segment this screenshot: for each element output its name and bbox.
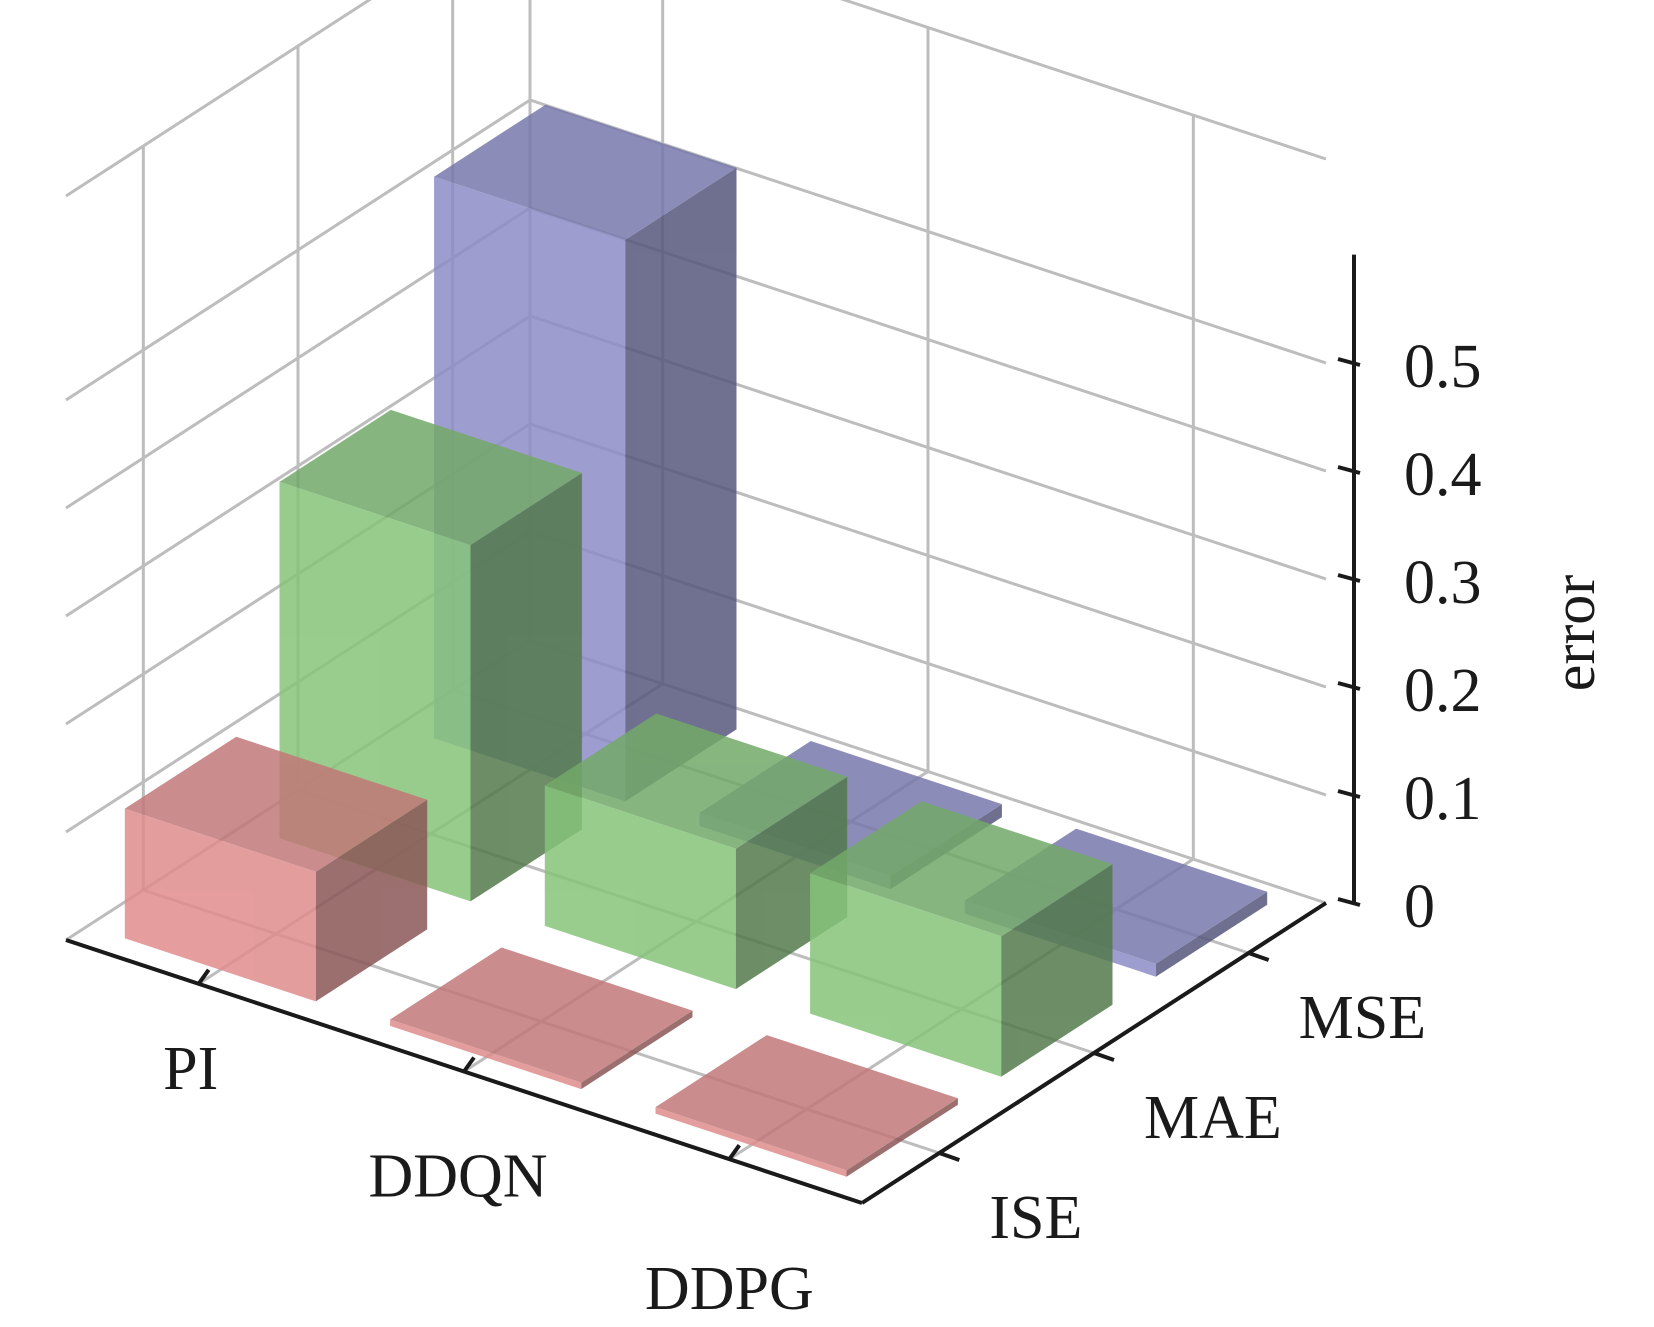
bar-top-face <box>279 409 582 545</box>
y-tick-1 <box>1093 1051 1115 1062</box>
bar-ise-ddpg <box>655 1035 958 1177</box>
x-tick-0 <box>197 968 211 985</box>
bar-side-face <box>1001 864 1113 1077</box>
bar-top-face <box>434 104 737 240</box>
z-tick-label-4: 0.4 <box>1404 441 1482 509</box>
z-tick-label-1: 0.1 <box>1404 765 1482 833</box>
axis-layer <box>65 254 1361 1205</box>
bar-mae-ddqn <box>544 713 848 990</box>
bar-side-face <box>581 1010 693 1090</box>
x-tick-label-pi: PI <box>163 1035 218 1103</box>
bar-side-face <box>1155 891 1268 977</box>
bar-ise-pi <box>124 736 428 1002</box>
bar-side-face <box>315 799 428 1002</box>
z-tick-3 <box>1337 573 1361 583</box>
bar-front-face <box>390 1019 582 1090</box>
z-tick-label-5: 0.5 <box>1404 333 1482 401</box>
bar-mae-ddpg <box>810 801 1113 1077</box>
z-tick-label-2: 0.2 <box>1404 657 1482 725</box>
bar-side-face <box>625 167 737 802</box>
z-tick-0 <box>1337 897 1361 907</box>
x-tick-label-ddpg: DDPG <box>645 1255 814 1323</box>
z-axis-title: error <box>1541 575 1607 692</box>
bar-front-face <box>124 808 316 1002</box>
z-tick-4 <box>1337 465 1361 475</box>
y-tick-label-mae: MAE <box>1144 1084 1282 1152</box>
y-tick-label-ise: ISE <box>989 1184 1082 1252</box>
x-tick-2 <box>727 1144 741 1161</box>
bar-top-face <box>390 947 693 1083</box>
bar-top-face <box>655 1035 958 1171</box>
z-tick-label-3: 0.3 <box>1404 549 1482 617</box>
bar-top-face <box>124 736 428 872</box>
bar-top-face <box>810 801 1113 937</box>
bar-front-face <box>544 785 736 990</box>
bar-side-face <box>846 1098 958 1177</box>
bar-front-face <box>810 873 1002 1077</box>
bar-front-face <box>655 1107 847 1177</box>
y-tick-label-mse: MSE <box>1299 984 1426 1052</box>
gridline-top <box>65 0 1327 198</box>
z-tick-2 <box>1337 681 1361 691</box>
bar-side-face <box>735 776 848 990</box>
x-tick-1 <box>462 1056 476 1073</box>
z-tick-label-0: 0 <box>1404 873 1435 941</box>
x-tick-label-ddqn: DDQN <box>368 1143 547 1211</box>
bar-layer <box>124 104 1268 1177</box>
z-tick-1 <box>1337 789 1361 799</box>
bar-top-face <box>544 713 848 849</box>
bar-ise-ddqn <box>390 947 693 1090</box>
y-tick-0 <box>938 1151 960 1162</box>
z-tick-5 <box>1337 357 1361 367</box>
y-tick-2 <box>1248 951 1270 962</box>
